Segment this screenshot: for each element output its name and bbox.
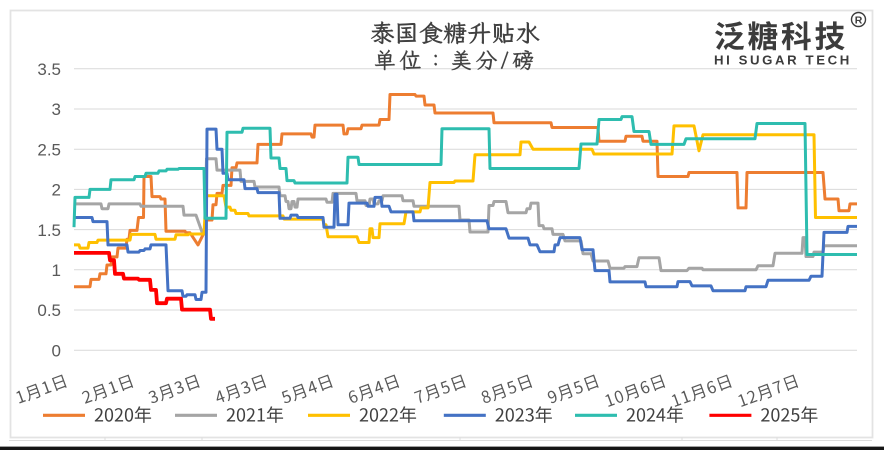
- svg-text:3: 3: [52, 100, 61, 119]
- svg-text:R: R: [855, 14, 863, 26]
- svg-text:1.5: 1.5: [37, 221, 61, 240]
- svg-text:0: 0: [52, 341, 61, 360]
- svg-text:1: 1: [52, 261, 61, 280]
- svg-text:2: 2: [52, 181, 61, 200]
- svg-text:HI SUGAR TECH: HI SUGAR TECH: [714, 53, 852, 68]
- svg-text:0.5: 0.5: [37, 301, 61, 320]
- svg-text:3.5: 3.5: [37, 60, 61, 79]
- svg-text:2.5: 2.5: [37, 140, 61, 159]
